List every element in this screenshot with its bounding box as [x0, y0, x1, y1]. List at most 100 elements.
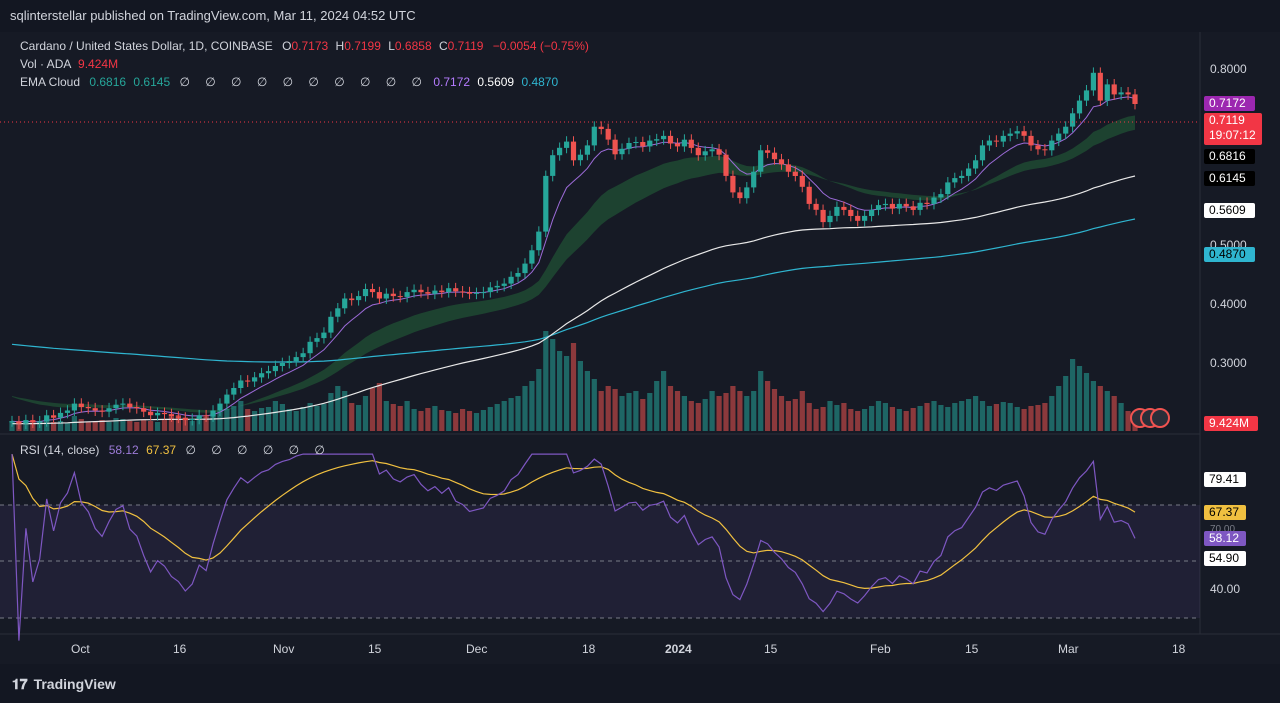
volume-bar	[1125, 411, 1131, 431]
volume-bar	[986, 406, 992, 431]
ema-legend[interactable]: EMA Cloud 0.6816 0.6145 ∅ ∅ ∅ ∅ ∅ ∅ ∅ ∅ …	[20, 75, 559, 89]
time-tick: 18	[1172, 642, 1186, 656]
chart-svg[interactable]	[0, 32, 1280, 664]
volume-bar	[633, 391, 639, 431]
candle-body	[1070, 113, 1076, 127]
volume-bar	[591, 379, 597, 431]
volume-bar	[730, 386, 736, 431]
volume-bar	[737, 391, 743, 431]
candle-body	[369, 289, 376, 293]
candle-body	[1125, 92, 1131, 95]
volume-bar	[952, 403, 958, 431]
price-tick: 0.3000	[1210, 356, 1247, 370]
candle-body	[993, 140, 999, 142]
volume-legend[interactable]: Vol · ADA 9.424M	[20, 57, 119, 71]
candle-body	[279, 363, 285, 366]
chart-area[interactable]: Cardano / United States Dollar, 1D, COIN…	[0, 32, 1280, 664]
volume-bar	[1118, 403, 1124, 431]
candle-body	[362, 289, 369, 297]
rsi-tick: 40.00	[1210, 582, 1241, 596]
rsi-mid-badge: 54.90	[1204, 551, 1246, 566]
candle-body	[674, 143, 681, 147]
volume-bar	[307, 403, 313, 431]
volume-bar	[106, 422, 112, 431]
volume-bar	[993, 404, 999, 431]
candle-body	[633, 142, 639, 143]
volume-bar	[771, 389, 778, 431]
volume-bar	[473, 413, 480, 431]
volume-bar	[342, 391, 348, 431]
candle-body	[626, 143, 632, 149]
volume-bar	[1090, 381, 1096, 431]
candle-body	[92, 408, 98, 411]
candle-body	[1042, 149, 1048, 151]
candle-body	[141, 408, 147, 412]
candle-body	[1097, 72, 1103, 101]
volume-bar	[99, 420, 105, 431]
volume-bar	[598, 391, 604, 431]
volume-bar	[189, 421, 195, 431]
volume-bar	[841, 403, 847, 431]
volume-bar	[536, 369, 542, 431]
candle-body	[813, 203, 819, 210]
candle-body	[557, 147, 563, 156]
candle-body	[390, 293, 396, 297]
candle-body	[1083, 90, 1090, 101]
candle-body	[543, 175, 549, 232]
volume-bar	[813, 409, 819, 431]
volume-bar	[425, 408, 431, 431]
candle-body	[376, 292, 382, 299]
volume-bar	[161, 419, 168, 431]
candle-body	[654, 139, 660, 141]
candle-body	[848, 209, 854, 216]
candle-body	[328, 316, 334, 333]
bar-countdown: 19:07:12	[1209, 128, 1256, 142]
candles	[9, 67, 1138, 430]
volume-bar	[245, 409, 251, 431]
candle-body	[203, 415, 209, 417]
candle-body	[1021, 131, 1027, 136]
ema-fast-badge: 0.7172	[1204, 96, 1255, 111]
candle-body	[446, 288, 452, 293]
candle-body	[667, 135, 674, 144]
volume-bar	[1021, 409, 1027, 431]
candle-body	[1028, 135, 1034, 146]
candle-body	[155, 412, 161, 416]
price-tick: 0.8000	[1210, 62, 1247, 76]
candle-body	[917, 202, 923, 210]
candle-body	[959, 175, 965, 178]
candle-body	[570, 141, 577, 161]
volume-bar	[453, 413, 459, 431]
event-flags-icon[interactable]	[1130, 408, 1170, 428]
price-tick: 0.4000	[1210, 297, 1247, 311]
tradingview-logo[interactable]: 𝟏𝟕 TradingView	[12, 676, 116, 692]
time-tick: Feb	[870, 642, 891, 656]
volume-bar	[293, 411, 299, 431]
volume-bar	[1111, 396, 1117, 431]
volume-bar	[695, 403, 701, 431]
volume-bar	[875, 401, 882, 431]
candle-body	[71, 403, 77, 411]
candle-body	[966, 168, 972, 176]
volume-bar	[85, 422, 91, 431]
ema-cloud-upper-badge: 0.6816	[1204, 149, 1255, 164]
candle-body	[986, 140, 992, 146]
volume-bar	[397, 406, 403, 431]
rsi-badge: 58.12	[1204, 531, 1246, 546]
candle-body	[716, 149, 722, 155]
time-tick: 15	[764, 642, 778, 656]
volume-bar	[827, 401, 833, 431]
candle-body	[1049, 140, 1055, 151]
candle-body	[127, 403, 133, 408]
volume-bar	[522, 386, 528, 431]
volume-bar	[550, 339, 556, 431]
volume-bar	[806, 403, 812, 431]
volume-bar	[231, 406, 237, 431]
candle-body	[661, 135, 667, 140]
last-price-badge: 0.7119 19:07:12	[1204, 113, 1262, 145]
rsi-legend[interactable]: RSI (14, close) 58.12 67.37 ∅ ∅ ∅ ∅ ∅ ∅	[20, 443, 331, 457]
symbol-legend[interactable]: Cardano / United States Dollar, 1D, COIN…	[20, 39, 589, 53]
candle-body	[1063, 126, 1069, 134]
candle-body	[550, 155, 556, 176]
volume-bar	[647, 393, 653, 431]
